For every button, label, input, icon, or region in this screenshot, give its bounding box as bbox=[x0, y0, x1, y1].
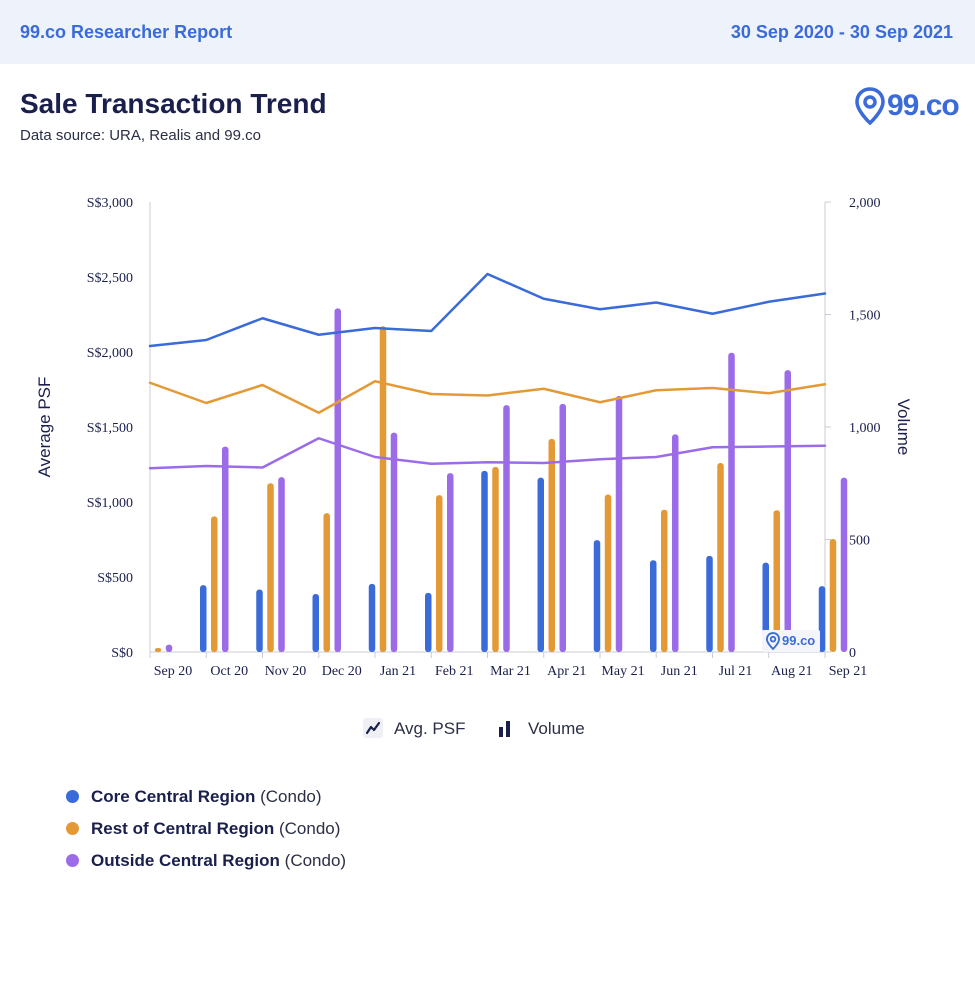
volume-bar-ccr bbox=[425, 592, 432, 652]
legend-type: (Condo) bbox=[284, 851, 347, 870]
x-tick-label: Nov 20 bbox=[265, 664, 307, 679]
psf-line-ocr bbox=[148, 437, 827, 470]
legend-type: (Condo) bbox=[260, 787, 322, 806]
volume-bar-ccr bbox=[537, 477, 544, 652]
volume-bar-ccr bbox=[818, 586, 826, 652]
volume-bar-ocr bbox=[672, 434, 679, 652]
bar-chart-icon bbox=[499, 721, 510, 737]
brand-logo: 99.co bbox=[855, 86, 960, 126]
x-tick-label: Apr 21 bbox=[547, 664, 586, 679]
psf-line-ccr bbox=[148, 272, 827, 348]
volume-bar-ocr bbox=[222, 446, 229, 652]
legend-dot bbox=[66, 822, 79, 835]
volume-bar-rcr bbox=[267, 483, 274, 652]
logo-text: 99.co bbox=[887, 89, 960, 122]
y-tick-label-right: 1,000 bbox=[849, 421, 881, 436]
y-tick-label-left: S$3,000 bbox=[87, 196, 133, 211]
volume-toggle-label: Volume bbox=[528, 719, 585, 738]
legend-dot bbox=[66, 790, 79, 803]
x-tick-label: Jun 21 bbox=[661, 664, 698, 679]
volume-bar-rcr bbox=[154, 647, 162, 652]
x-tick-label: Feb 21 bbox=[435, 664, 474, 679]
volume-bar-ocr bbox=[390, 432, 398, 652]
volume-bar-ccr bbox=[368, 583, 376, 652]
page-subtitle: Data source: URA, Realis and 99.co bbox=[20, 127, 261, 144]
x-tick-label: May 21 bbox=[601, 664, 644, 679]
volume-bar-rcr bbox=[436, 495, 443, 652]
volume-bar-rcr bbox=[661, 509, 668, 652]
volume-bar-ccr bbox=[593, 540, 601, 652]
volume-bar-rcr bbox=[379, 326, 387, 652]
y-tick-label-right: 0 bbox=[849, 646, 856, 661]
volume-bar-rcr bbox=[773, 510, 780, 652]
volume-toggle[interactable]: Volume bbox=[494, 716, 604, 742]
x-tick-label: Jul 21 bbox=[719, 664, 753, 679]
x-tick-label: Aug 21 bbox=[771, 664, 813, 679]
volume-bar-ocr bbox=[728, 352, 735, 652]
legend-name: Core Central Region bbox=[91, 787, 256, 806]
page-title: Sale Transaction Trend bbox=[20, 88, 327, 119]
avg-psf-toggle[interactable]: Avg. PSF bbox=[360, 716, 470, 742]
x-tick-label: Oct 20 bbox=[210, 664, 248, 679]
sale-transaction-chart: S$0 S$500 S$1,000 S$1,500 S$2,000 S$2,500 S$3,… bbox=[35, 196, 913, 679]
volume-bar-rcr bbox=[211, 516, 218, 652]
y-tick-label-right: 1,500 bbox=[849, 309, 881, 324]
avg-psf-toggle-label: Avg. PSF bbox=[394, 719, 466, 738]
volume-bar-ocr bbox=[447, 473, 454, 652]
y-tick-label-left: S$2,000 bbox=[87, 346, 133, 361]
x-tick-label: Mar 21 bbox=[490, 664, 531, 679]
psf-line-rcr bbox=[148, 380, 827, 414]
legend-name: Rest of Central Region bbox=[91, 819, 275, 838]
volume-bar-ocr bbox=[278, 477, 285, 652]
volume-bar-ocr bbox=[165, 644, 173, 652]
volume-bar-ccr bbox=[312, 593, 319, 652]
volume-bar-ocr bbox=[784, 370, 791, 652]
location-pin-icon bbox=[766, 632, 780, 650]
location-pin-icon bbox=[855, 87, 885, 125]
x-tick-label: Sep 20 bbox=[154, 664, 193, 679]
volume-bar-ocr bbox=[840, 477, 848, 652]
x-tick-label: Dec 20 bbox=[322, 664, 362, 679]
x-tick-label: Sep 21 bbox=[829, 664, 868, 679]
y-tick-label-left: S$2,500 bbox=[87, 271, 133, 286]
y-tick-label-left: S$0 bbox=[111, 646, 133, 661]
volume-bar-ccr bbox=[650, 560, 657, 652]
y-tick-label-right: 500 bbox=[849, 534, 870, 549]
volume-bar-ccr bbox=[481, 470, 488, 652]
volume-bar-ccr bbox=[256, 589, 263, 652]
volume-bar-rcr bbox=[548, 438, 555, 652]
date-range: 30 Sep 2020 - 30 Sep 2021 bbox=[730, 22, 953, 42]
y-axis-title-right: Volume bbox=[894, 399, 913, 456]
volume-bar-ocr bbox=[503, 405, 510, 652]
volume-bar-rcr bbox=[717, 463, 724, 652]
volume-bar-ocr bbox=[559, 403, 566, 652]
legend-type: (Condo) bbox=[278, 819, 341, 838]
chart-watermark: 99.co bbox=[762, 630, 820, 652]
report-title: 99.co Researcher Report bbox=[20, 22, 233, 42]
volume-bar-ocr bbox=[334, 308, 341, 652]
x-tick-label: Jan 21 bbox=[380, 664, 416, 679]
y-tick-label-left: S$1,500 bbox=[87, 421, 133, 436]
volume-bar-rcr bbox=[604, 494, 612, 652]
volume-bar-ccr bbox=[200, 585, 207, 652]
y-tick-label-left: S$1,000 bbox=[87, 496, 133, 511]
legend-name: Outside Central Region bbox=[91, 851, 280, 870]
top-bar: 99.co Researcher Report 30 Sep 2020 - 30… bbox=[0, 0, 975, 64]
volume-bar-ccr bbox=[762, 562, 769, 652]
y-tick-label-right: 2,000 bbox=[849, 196, 881, 211]
volume-bar-rcr bbox=[323, 513, 330, 652]
volume-bar-rcr bbox=[829, 539, 837, 652]
y-axis-title-left: Average PSF bbox=[35, 377, 54, 478]
volume-bar-ccr bbox=[706, 555, 713, 652]
volume-bar-ocr bbox=[615, 395, 623, 652]
volume-bar-rcr bbox=[492, 466, 499, 652]
y-tick-label-left: S$500 bbox=[97, 571, 133, 586]
watermark-text: 99.co bbox=[782, 633, 816, 648]
line-chart-icon bbox=[363, 718, 383, 738]
legend-dot bbox=[66, 854, 79, 867]
